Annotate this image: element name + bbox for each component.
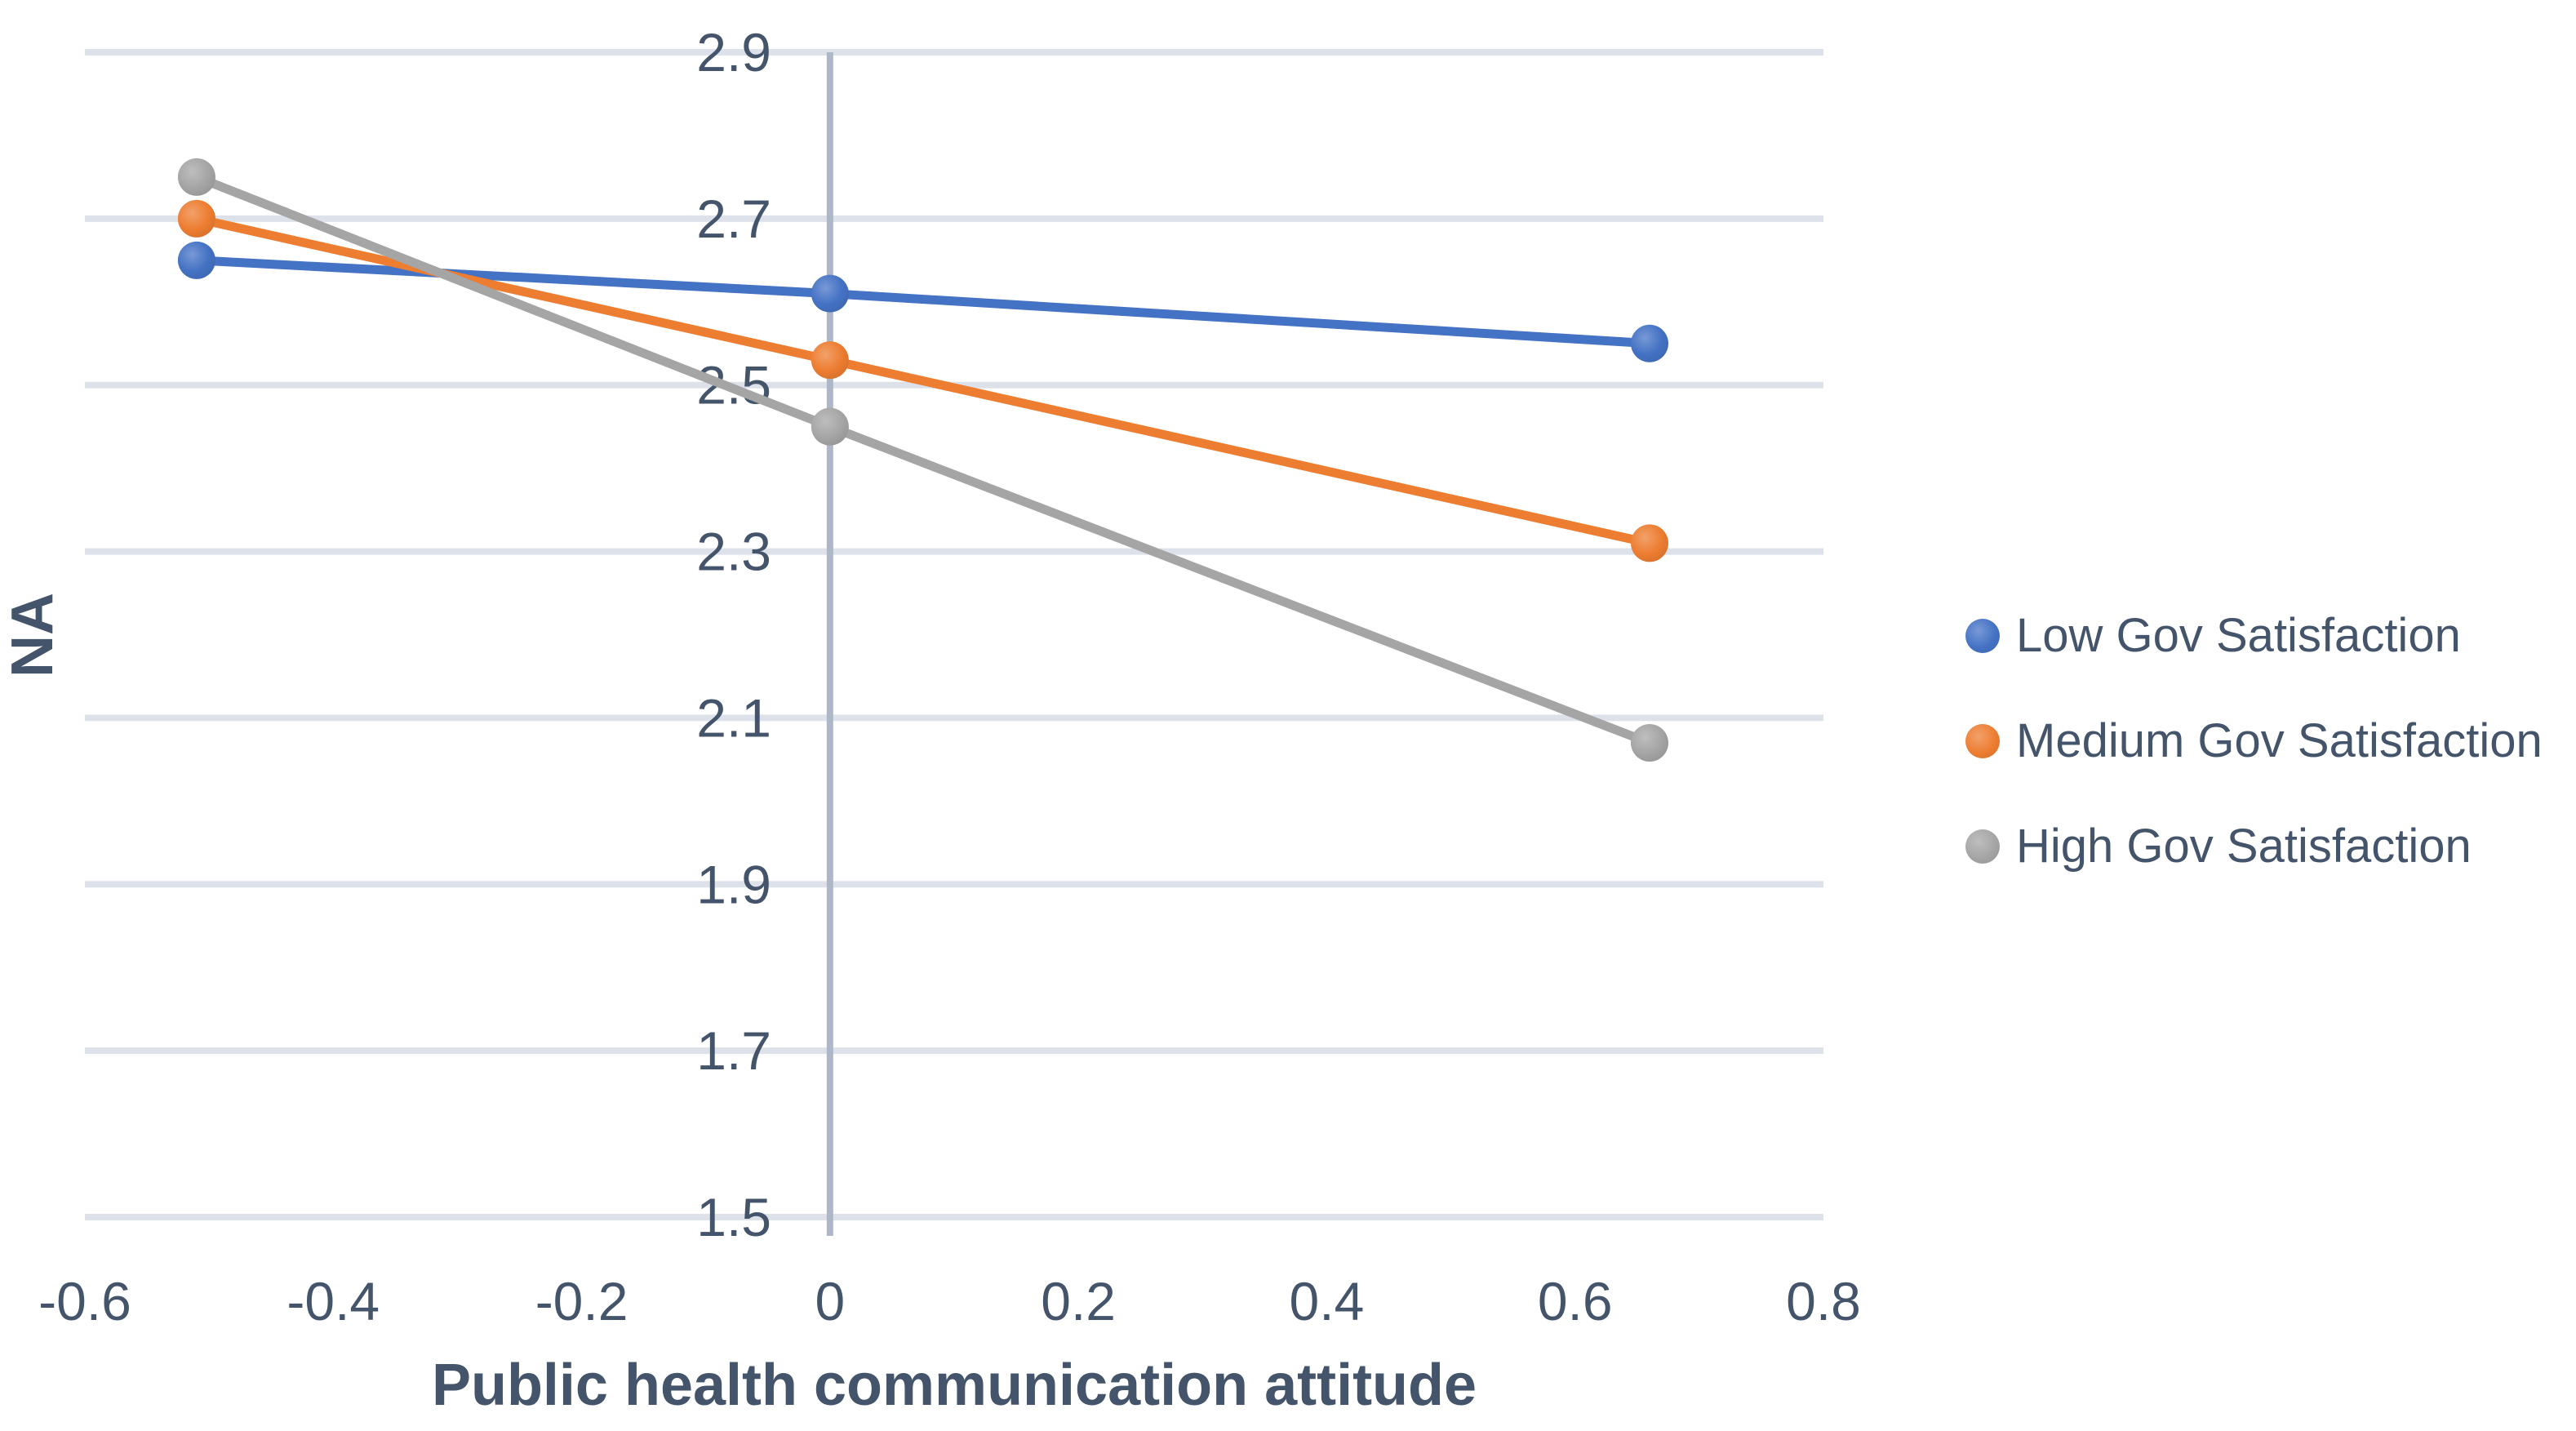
x-tick-label: 0.6 [1538, 1271, 1613, 1331]
x-axis-title: Public health communication attitude [431, 1353, 1477, 1418]
y-tick-label: 1.9 [696, 854, 771, 914]
x-tick-label: 0 [815, 1271, 845, 1331]
x-tick-label: 0.4 [1290, 1271, 1365, 1331]
legend-marker-medium-icon [1965, 723, 2000, 758]
x-tick-label: 0.8 [1786, 1271, 1861, 1331]
legend-item: Medium Gov Satisfaction [1965, 688, 2543, 793]
legend-marker-high-icon [1965, 829, 2000, 864]
y-tick-label: 2.1 [696, 687, 771, 748]
y-tick-label: 2.7 [696, 189, 771, 249]
data-point-marker [811, 274, 849, 313]
data-point-marker [1631, 724, 1668, 762]
legend: Low Gov Satisfaction Medium Gov Satisfac… [1965, 583, 2543, 899]
legend-label: Medium Gov Satisfaction [2016, 714, 2543, 767]
legend-item: High Gov Satisfaction [1965, 793, 2543, 899]
y-tick-label: 1.7 [696, 1020, 771, 1081]
data-point-marker [177, 241, 215, 279]
legend-item: Low Gov Satisfaction [1965, 583, 2543, 688]
data-point-marker [1631, 524, 1668, 562]
x-tick-label: -0.6 [38, 1271, 131, 1331]
y-tick-labels-group: 2.92.72.52.32.11.91.71.5 [696, 22, 771, 1247]
series-group [177, 158, 1668, 762]
x-tick-label: -0.4 [286, 1271, 380, 1331]
legend-marker-low-icon [1965, 618, 2000, 653]
data-point-marker [811, 407, 849, 446]
x-tick-labels-group: -0.6 -0.4 -0.2 0 0.2 0.4 0.6 0.8 [38, 1271, 1861, 1331]
data-point-marker [811, 341, 849, 380]
x-tick-label: -0.2 [535, 1271, 628, 1331]
legend-label: High Gov Satisfaction [2016, 820, 2472, 873]
series-line-3 [192, 172, 1654, 748]
data-point-marker [1631, 324, 1668, 362]
y-tick-label: 2.3 [696, 522, 771, 582]
y-tick-label: 2.9 [696, 22, 771, 82]
data-point-marker [177, 158, 215, 196]
legend-label: Low Gov Satisfaction [2016, 609, 2461, 662]
x-tick-label: 0.2 [1041, 1271, 1116, 1331]
y-axis-title: NA [0, 593, 65, 678]
series-line-1 [192, 256, 1654, 349]
gridlines-group [85, 49, 1823, 1220]
y-tick-label: 1.5 [696, 1187, 771, 1247]
data-point-marker [177, 199, 215, 238]
